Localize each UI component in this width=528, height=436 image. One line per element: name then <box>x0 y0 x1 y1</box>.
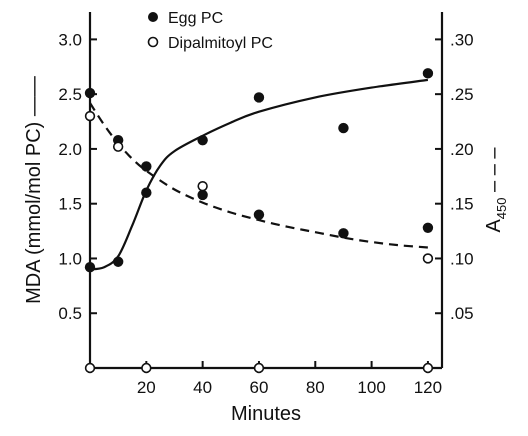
egg-pc-point <box>422 68 434 79</box>
dipalmitoyl-pc-point <box>422 253 434 264</box>
dipalmitoyl-pc-point <box>84 362 96 374</box>
curves <box>89 78 429 271</box>
solid-curve <box>89 78 429 271</box>
egg-pc-point <box>84 262 96 273</box>
egg-pc-point <box>112 256 124 267</box>
x-tick-label: 120 <box>414 378 442 397</box>
x-ticks: 20 40 60 80 100 120 <box>137 361 442 397</box>
egg-pc-point <box>422 222 434 233</box>
y-left-tick-label: 3.0 <box>58 30 82 49</box>
y-left-tick-label: 1.0 <box>58 249 82 268</box>
x-tick-label: 60 <box>249 378 268 397</box>
egg-pc-point <box>197 189 208 201</box>
y-right-axis-title-main: A <box>483 219 505 233</box>
y-left-tick-label: 1.5 <box>58 195 82 214</box>
dipalmitoyl-pc-point <box>141 362 152 374</box>
legend-filled-circle-icon <box>148 12 158 22</box>
egg-pc-point <box>253 92 265 103</box>
y-right-tick-label: .30 <box>450 30 474 49</box>
egg-pc-point <box>141 187 152 198</box>
y-left-ticks: 0.5 1.0 1.5 2.0 2.5 3.0 <box>58 30 97 323</box>
dashed-curve <box>89 102 428 249</box>
y-right-axis-title-suffix: – – – <box>483 147 505 198</box>
y-right-tick-label: .05 <box>450 304 474 323</box>
egg-pc-point <box>141 161 152 172</box>
dipalmitoyl-pc-point <box>197 180 208 192</box>
y-right-axis-title: A450 – – – <box>483 147 509 233</box>
y-left-tick-label: 2.5 <box>58 85 82 104</box>
x-tick-label: 100 <box>357 378 385 397</box>
dipalmitoyl-pc-point <box>112 141 124 152</box>
y-right-tick-label: .10 <box>450 249 474 268</box>
markers <box>84 68 434 374</box>
egg-pc-point <box>338 228 349 239</box>
y-right-ticks: .05 .10 .15 .20 .25 .30 <box>435 30 474 323</box>
y-left-axis-title: MDA (mmol/mol PC) —— <box>23 76 45 304</box>
x-tick-label: 80 <box>306 378 325 397</box>
egg-pc-point <box>197 134 208 146</box>
dipalmitoyl-pc-point <box>84 110 96 122</box>
egg-pc-point <box>253 209 265 220</box>
x-axis-title: Minutes <box>231 403 301 425</box>
y-right-tick-label: .15 <box>450 195 474 214</box>
x-tick-label: 20 <box>137 378 156 397</box>
legend-open-circle-icon <box>147 36 159 48</box>
x-tick-label: 40 <box>193 378 212 397</box>
dipalmitoyl-pc-point <box>253 362 265 374</box>
y-left-tick-label: 2.0 <box>58 140 82 159</box>
egg-pc-point <box>84 87 96 99</box>
y-right-tick-label: .20 <box>450 140 474 159</box>
legend-label-dipalmitoyl-pc: Dipalmitoyl PC <box>168 35 273 52</box>
y-right-axis-title-sub: 450 <box>494 198 509 220</box>
dipalmitoyl-pc-point <box>422 362 434 374</box>
egg-pc-point <box>338 122 349 134</box>
legend: Egg PC Dipalmitoyl PC <box>147 10 273 52</box>
y-right-tick-label: .25 <box>450 85 474 104</box>
y-left-tick-label: 0.5 <box>58 304 82 323</box>
legend-label-egg-pc: Egg PC <box>168 10 223 27</box>
